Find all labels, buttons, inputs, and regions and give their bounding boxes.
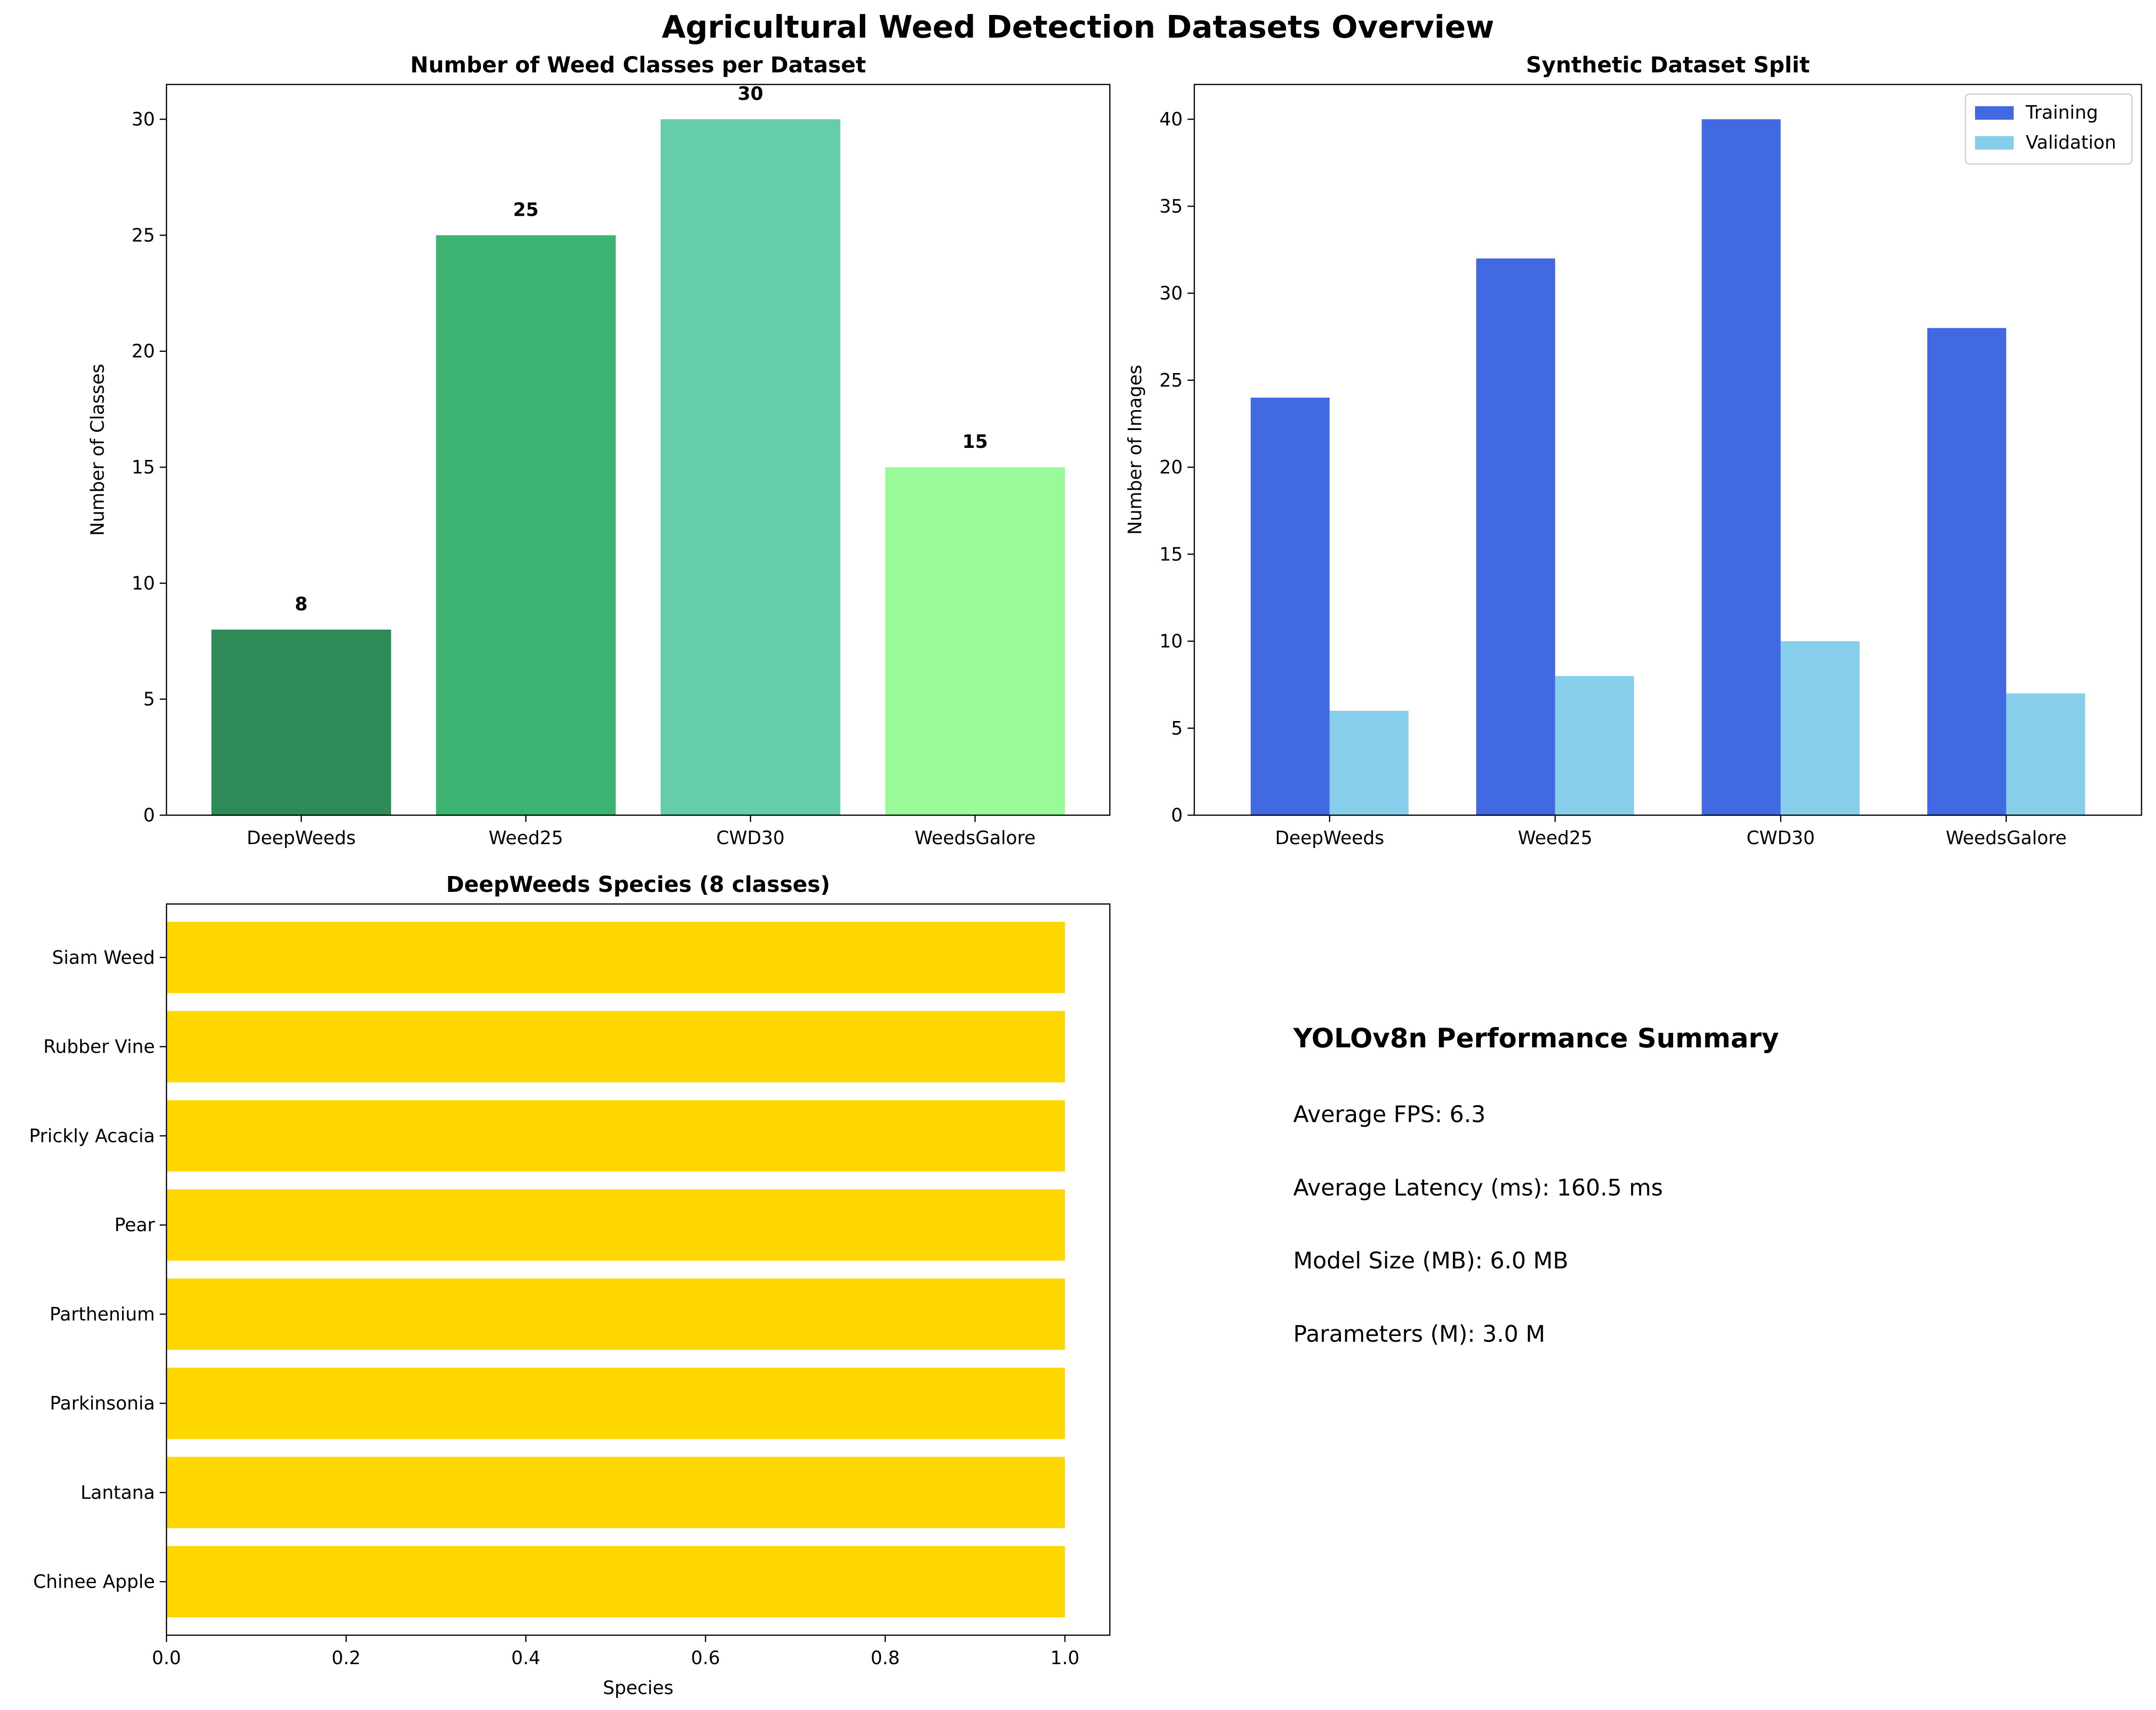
c3-plot-frame bbox=[166, 903, 1111, 1636]
c3-x-tick-label: 0.0 bbox=[152, 1647, 181, 1668]
bar-siam-weed bbox=[166, 921, 1065, 993]
c3-y-tick-label-chinee-apple: Chinee Apple bbox=[33, 1571, 155, 1592]
data-label-weedsgalore: 15 bbox=[962, 431, 988, 452]
legend-label-training: Training bbox=[2025, 102, 2098, 123]
bar-pear bbox=[166, 1189, 1065, 1261]
c3-y-tick-label-pear: Pear bbox=[114, 1214, 155, 1236]
chart-dataset-split: 0 5 10 15 20 25 30 35 40 DeepWeeds Weed25 CWD30 Weed… bbox=[1124, 52, 2142, 848]
bar-lantana bbox=[166, 1457, 1065, 1529]
performance-summary: YOLOv8n Performance Summary Average FPS:… bbox=[1293, 1023, 1779, 1348]
c1-plot-frame bbox=[166, 83, 1111, 816]
c3-x-tick-label: 1.0 bbox=[1050, 1647, 1079, 1668]
c3-y-tick-label-siam-weed: Siam Weed bbox=[52, 947, 155, 968]
c2-title: Synthetic Dataset Split bbox=[1526, 52, 1810, 78]
chart-deepweeds-species: 0.0 0.2 0.4 0.6 0.8 1.0 Chinee Apple Lantana Par… bbox=[29, 872, 1111, 1698]
summary-title: YOLOv8n Performance Summary bbox=[1293, 1023, 1779, 1054]
bar-validation-weed25 bbox=[1555, 676, 1634, 815]
legend: Training Validation bbox=[1964, 93, 2133, 165]
bar-rubber-vine bbox=[166, 1011, 1065, 1083]
c2-y-tick-label: 10 bbox=[1160, 631, 1183, 652]
c3-x-tick-label: 0.4 bbox=[511, 1647, 540, 1668]
c3-title: DeepWeeds Species (8 classes) bbox=[446, 872, 830, 897]
c2-y-axis-label: Number of Images bbox=[1124, 365, 1146, 535]
c1-x-tick-label-weed25: Weed25 bbox=[488, 827, 563, 848]
bar-weed25 bbox=[436, 235, 616, 815]
c3-y-tick-label-lantana: Lantana bbox=[81, 1482, 155, 1503]
figure-title: Agricultural Weed Detection Datasets Ove… bbox=[662, 10, 1494, 45]
bar-deepweeds bbox=[211, 629, 391, 815]
chart-weed-classes: 0 5 10 15 20 25 30 8 DeepWeeds 25 Weed25 30 CWD30 15 W… bbox=[87, 52, 1111, 848]
c1-x-tick-label-cwd30: CWD30 bbox=[716, 827, 785, 848]
c1-y-tick-label: 10 bbox=[132, 572, 155, 594]
bar-weedsgalore bbox=[885, 467, 1065, 815]
summary-line-parameters: Parameters (M): 3.0 M bbox=[1293, 1321, 1545, 1348]
c3-y-tick-label-rubber-vine: Rubber Vine bbox=[43, 1036, 155, 1057]
c3-y-tick-label-prickly-acacia: Prickly Acacia bbox=[29, 1125, 155, 1146]
data-label-deepweeds: 8 bbox=[295, 593, 307, 614]
c2-x-tick-label-weedsgalore: WeedsGalore bbox=[1946, 827, 2067, 848]
c3-y-tick-label-parthenium: Parthenium bbox=[50, 1304, 155, 1325]
c2-y-tick-label: 20 bbox=[1160, 457, 1183, 478]
c1-y-tick-label: 20 bbox=[132, 341, 155, 362]
c3-x-axis-label: Species bbox=[603, 1677, 673, 1698]
c2-y-tick-label: 15 bbox=[1160, 543, 1183, 565]
c2-y-tick-label: 40 bbox=[1160, 109, 1183, 130]
c3-x-tick-label: 0.8 bbox=[871, 1647, 899, 1668]
c3-x-tick-label: 0.6 bbox=[691, 1647, 720, 1668]
bar-chinee-apple bbox=[166, 1546, 1065, 1618]
legend-label-validation: Validation bbox=[2026, 132, 2116, 153]
c2-y-tick-label: 35 bbox=[1160, 195, 1183, 217]
c1-y-tick-label: 25 bbox=[132, 224, 155, 246]
bar-parthenium bbox=[166, 1278, 1065, 1350]
c1-x-tick-label-deepweeds: DeepWeeds bbox=[247, 827, 356, 848]
c1-y-tick-label: 5 bbox=[143, 689, 155, 710]
c2-plot-frame bbox=[1193, 83, 2142, 816]
bar-prickly-acacia bbox=[166, 1100, 1065, 1172]
bar-validation-deepweeds bbox=[1329, 710, 1409, 815]
c3-x-tick-label: 0.2 bbox=[332, 1647, 360, 1668]
c2-x-tick-label-deepweeds: DeepWeeds bbox=[1275, 827, 1384, 848]
c2-x-tick-label-weed25: Weed25 bbox=[1518, 827, 1593, 848]
c1-x-tick-label-weedsgalore: WeedsGalore bbox=[914, 827, 1036, 848]
c2-x-tick-label-cwd30: CWD30 bbox=[1746, 827, 1815, 848]
c1-y-tick-label: 30 bbox=[132, 109, 155, 130]
bar-parkinsonia bbox=[166, 1367, 1065, 1439]
bar-validation-cwd30 bbox=[1781, 641, 1860, 815]
summary-line-model-size: Model Size (MB): 6.0 MB bbox=[1293, 1248, 1568, 1274]
c1-y-tick-label: 15 bbox=[132, 457, 155, 478]
bar-training-weedsgalore bbox=[1927, 328, 2006, 815]
bar-training-deepweeds bbox=[1250, 397, 1330, 815]
data-label-weed25: 25 bbox=[513, 199, 539, 220]
c1-title: Number of Weed Classes per Dataset bbox=[410, 52, 866, 78]
c2-y-tick-label: 5 bbox=[1171, 718, 1183, 739]
c2-y-tick-label: 25 bbox=[1160, 370, 1183, 391]
bar-validation-weedsgalore bbox=[2006, 693, 2086, 815]
bar-training-weed25 bbox=[1476, 258, 1555, 815]
bar-training-cwd30 bbox=[1701, 119, 1781, 816]
c2-y-tick-label: 0 bbox=[1171, 805, 1183, 826]
bar-cwd30 bbox=[661, 119, 841, 816]
c3-y-tick-label-parkinsonia: Parkinsonia bbox=[50, 1393, 155, 1414]
data-label-cwd30: 30 bbox=[738, 83, 763, 104]
c1-y-tick-label: 0 bbox=[143, 805, 155, 826]
legend-swatch-training bbox=[1975, 106, 2014, 120]
summary-line-latency: Average Latency (ms): 160.5 ms bbox=[1293, 1175, 1663, 1201]
c1-y-axis-label: Number of Classes bbox=[87, 364, 108, 536]
c2-y-tick-label: 30 bbox=[1160, 283, 1183, 304]
summary-line-fps: Average FPS: 6.3 bbox=[1293, 1101, 1486, 1128]
legend-swatch-validation bbox=[1975, 136, 2014, 150]
